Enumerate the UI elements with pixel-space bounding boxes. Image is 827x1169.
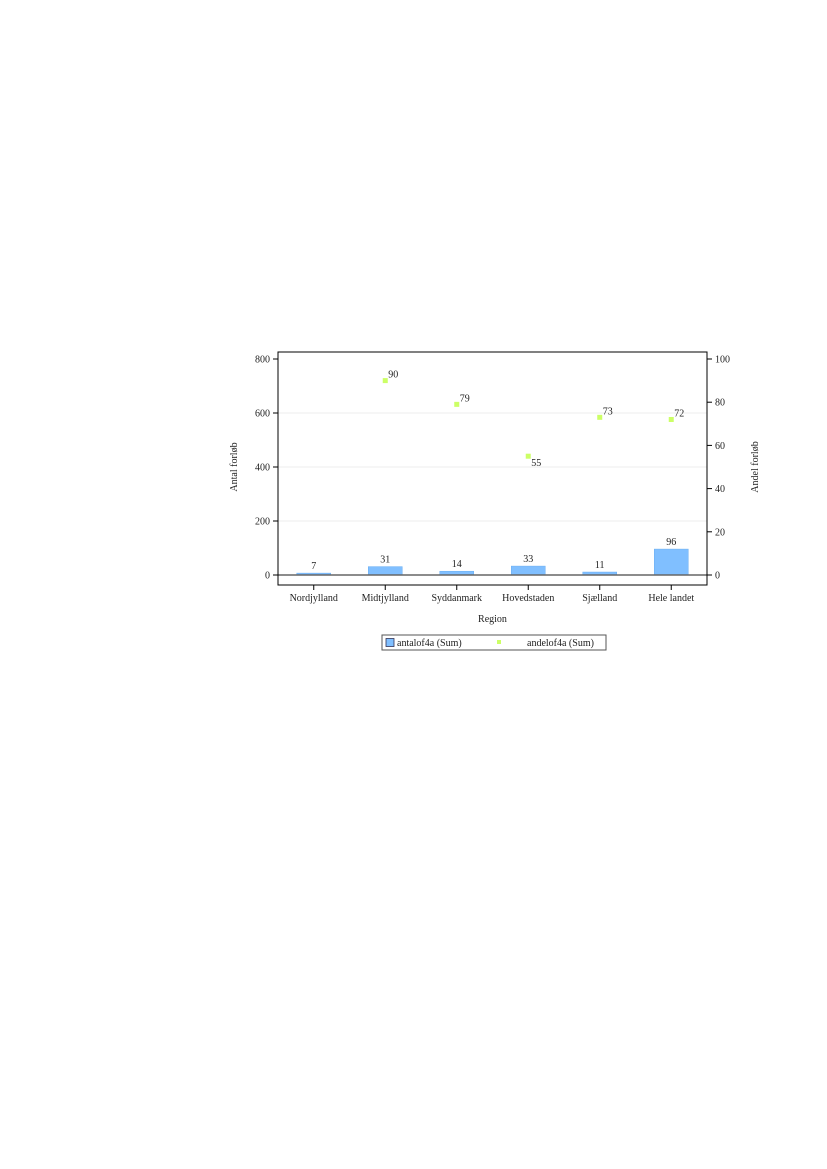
bar-label: 7 xyxy=(311,561,316,572)
bar-label: 31 xyxy=(380,555,390,566)
y-tick-label: 600 xyxy=(255,409,270,420)
y-tick-label: 400 xyxy=(255,463,270,474)
point-label: 79 xyxy=(460,393,470,404)
point-label: 55 xyxy=(531,458,541,469)
bar-Hele landet xyxy=(654,548,689,576)
y2-tick-label: 40 xyxy=(715,484,725,495)
legend-label-bar: antalof4a (Sum) xyxy=(397,638,462,649)
x-tick-label: Midtjylland xyxy=(362,593,409,604)
plot-frame xyxy=(277,351,708,586)
y-tick-label: 200 xyxy=(255,517,270,528)
y-tick-label: 0 xyxy=(265,571,270,582)
point-label: 73 xyxy=(603,406,613,417)
point-label: 72 xyxy=(674,408,684,419)
point-Hovedstaden xyxy=(525,453,531,459)
y2-tick-label: 20 xyxy=(715,527,725,538)
point-Midtjylland xyxy=(382,378,388,384)
bar-Hovedstaden xyxy=(511,565,546,576)
bar-label: 33 xyxy=(523,554,533,565)
point-label: 90 xyxy=(388,370,398,381)
legend-label-point: andelof4a (Sum) xyxy=(527,638,594,649)
y2-tick-label: 0 xyxy=(715,571,720,582)
y2-tick-label: 80 xyxy=(715,398,725,409)
y2-tick-label: 60 xyxy=(715,441,725,452)
point-Hele landet xyxy=(668,416,674,422)
y2-axis-title: Andel forløb xyxy=(750,441,761,492)
point-Sjælland xyxy=(597,414,603,420)
x-tick-label: Nordjylland xyxy=(290,593,338,604)
bar-label: 14 xyxy=(452,559,462,570)
y2-tick-label: 100 xyxy=(715,355,730,366)
y-tick-label: 800 xyxy=(255,355,270,366)
point-Syddanmark xyxy=(454,401,460,407)
bar-label: 11 xyxy=(595,560,605,571)
legend-swatch-point xyxy=(497,640,501,644)
legend-swatch-bar xyxy=(385,638,395,647)
bar-label: 96 xyxy=(666,537,676,548)
x-tick-label: Sjælland xyxy=(582,593,617,604)
y-axis-title: Antal forløb xyxy=(229,442,240,491)
x-tick-label: Hele landet xyxy=(648,593,694,604)
x-axis-title: Region xyxy=(478,614,507,625)
legend xyxy=(381,634,607,651)
x-tick-label: Syddanmark xyxy=(431,593,482,604)
bar-Midtjylland xyxy=(368,566,403,576)
x-tick-label: Hovedstaden xyxy=(502,593,554,604)
